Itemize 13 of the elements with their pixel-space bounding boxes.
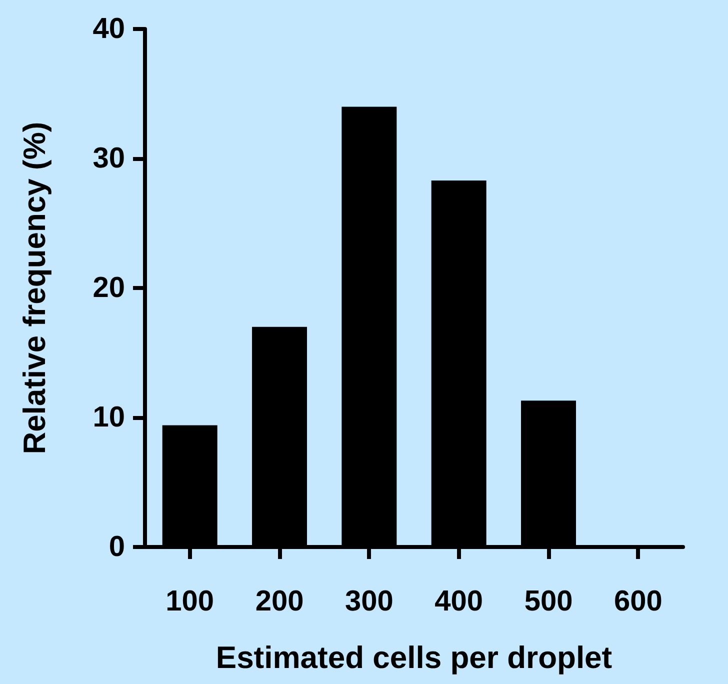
x-tick-label: 500 [524,586,573,618]
x-tick-label: 600 [614,586,662,618]
y-tick-label: 30 [92,142,125,174]
x-tick-label: 300 [344,586,394,618]
x-tick-label: 100 [166,586,214,618]
x-tick-label: 400 [434,586,484,618]
y-axis-title: Relative frequency (%) [17,122,52,454]
y-tick-label: 0 [108,531,125,563]
x-axis-title: Estimated cells per droplet [216,640,612,675]
x-tick-label: 200 [255,586,304,618]
y-tick-label: 40 [92,13,125,45]
y-tick-label: 20 [92,272,125,304]
y-tick-label: 10 [92,402,125,434]
